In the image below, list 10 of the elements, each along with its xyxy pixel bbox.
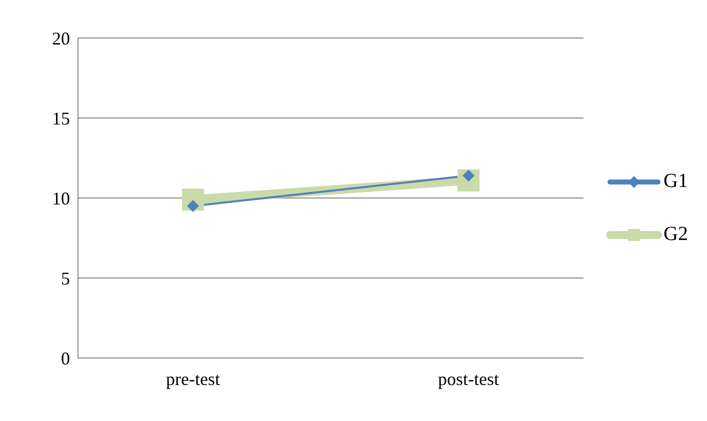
legend-label: G2 — [664, 223, 688, 246]
point — [187, 200, 199, 212]
legend-label: G1 — [664, 170, 688, 193]
x-tick-label: post-test — [438, 368, 500, 389]
y-tick-label: 15 — [52, 108, 70, 128]
y-tick-label: 10 — [52, 188, 70, 208]
y-tick-label: 20 — [52, 28, 70, 48]
x-tick-label: pre-test — [166, 368, 220, 389]
y-tick-label: 5 — [61, 268, 70, 288]
y-tick-label: 0 — [61, 348, 70, 368]
